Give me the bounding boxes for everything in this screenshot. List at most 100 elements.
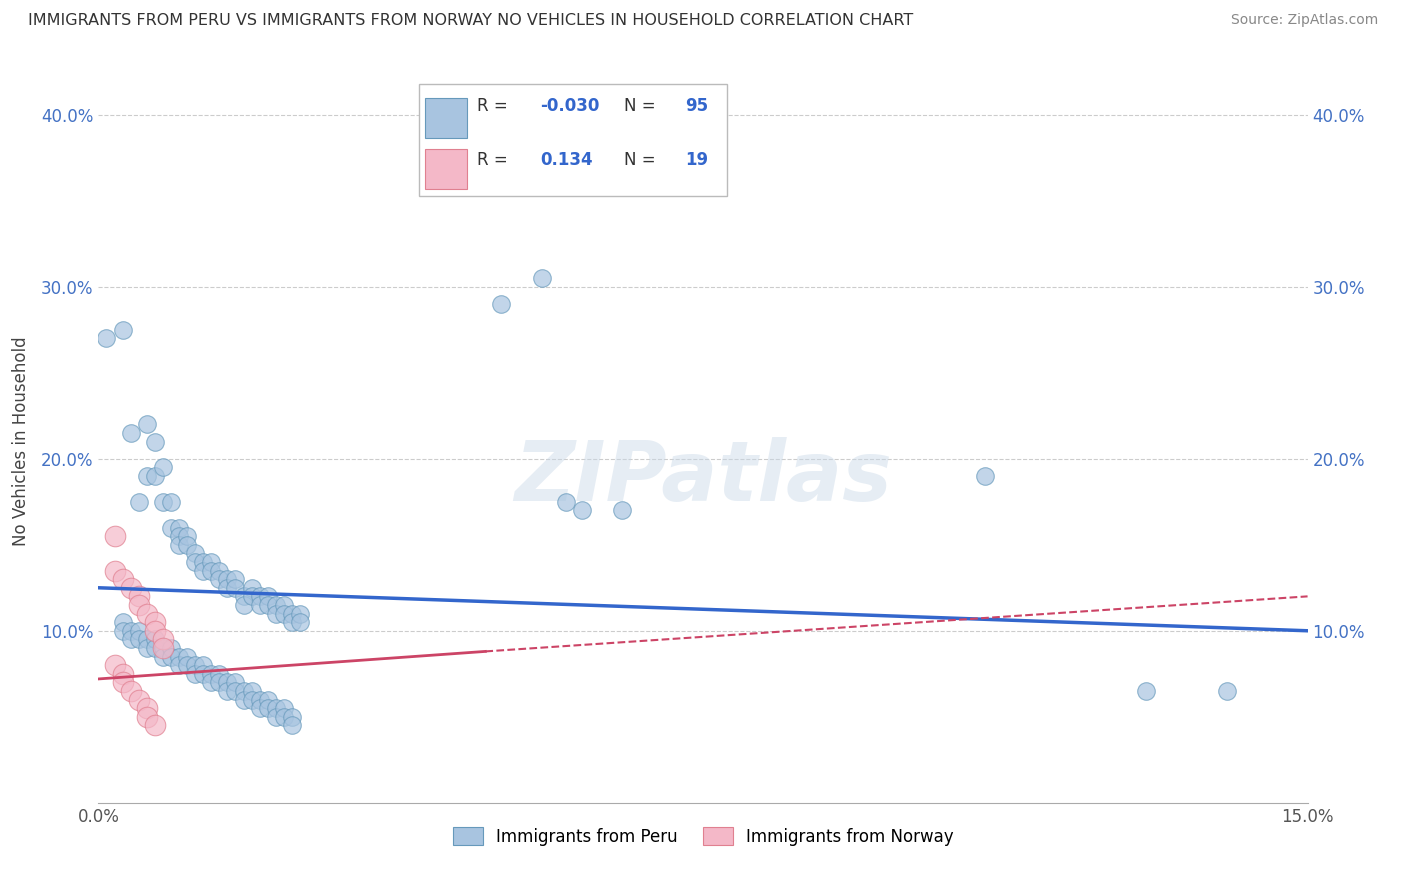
Point — [273, 598, 295, 612]
Point — [176, 649, 198, 664]
Point — [249, 701, 271, 715]
Bar — [425, 98, 467, 138]
Point — [288, 607, 311, 621]
Point — [167, 538, 190, 552]
Text: 0.134: 0.134 — [540, 151, 592, 169]
Point — [491, 297, 513, 311]
Point — [200, 666, 222, 681]
Point — [273, 710, 295, 724]
Point — [208, 572, 231, 586]
Point — [288, 615, 311, 630]
Point — [224, 581, 246, 595]
Point — [167, 658, 190, 673]
Point — [281, 710, 304, 724]
Point — [111, 675, 134, 690]
Point — [103, 564, 125, 578]
Point — [111, 615, 134, 630]
Point — [974, 469, 997, 483]
Point — [1135, 684, 1157, 698]
Point — [184, 546, 207, 560]
Point — [128, 692, 150, 706]
Legend: Immigrants from Peru, Immigrants from Norway: Immigrants from Peru, Immigrants from No… — [446, 821, 960, 852]
Point — [217, 675, 239, 690]
Bar — [419, 84, 727, 196]
Point — [135, 469, 157, 483]
Point — [152, 460, 174, 475]
Point — [232, 684, 254, 698]
Point — [152, 632, 174, 647]
Point — [176, 658, 198, 673]
Point — [264, 598, 287, 612]
Point — [167, 529, 190, 543]
Point — [281, 615, 304, 630]
Point — [555, 494, 578, 508]
Point — [193, 564, 215, 578]
Point — [217, 684, 239, 698]
Point — [120, 581, 142, 595]
Text: R =: R = — [477, 151, 513, 169]
Point — [224, 675, 246, 690]
Point — [152, 640, 174, 655]
Point — [103, 658, 125, 673]
Point — [184, 658, 207, 673]
Point — [217, 572, 239, 586]
Point — [143, 640, 166, 655]
Point — [111, 572, 134, 586]
Bar — [425, 149, 467, 189]
Point — [143, 632, 166, 647]
Point — [135, 710, 157, 724]
Point — [256, 701, 278, 715]
Point — [240, 684, 263, 698]
Text: -0.030: -0.030 — [540, 96, 599, 114]
Point — [240, 692, 263, 706]
Point — [256, 598, 278, 612]
Point — [152, 494, 174, 508]
Point — [273, 607, 295, 621]
Point — [128, 494, 150, 508]
Point — [264, 607, 287, 621]
Point — [167, 520, 190, 534]
Point — [103, 529, 125, 543]
Y-axis label: No Vehicles in Household: No Vehicles in Household — [11, 336, 30, 547]
Point — [111, 323, 134, 337]
Point — [152, 640, 174, 655]
Text: IMMIGRANTS FROM PERU VS IMMIGRANTS FROM NORWAY NO VEHICLES IN HOUSEHOLD CORRELAT: IMMIGRANTS FROM PERU VS IMMIGRANTS FROM … — [28, 13, 914, 29]
Point — [193, 658, 215, 673]
Point — [217, 581, 239, 595]
Point — [152, 649, 174, 664]
Point — [120, 684, 142, 698]
Point — [281, 718, 304, 732]
Point — [143, 615, 166, 630]
Point — [135, 417, 157, 432]
Point — [256, 692, 278, 706]
Text: R =: R = — [477, 96, 513, 114]
Point — [200, 564, 222, 578]
Point — [264, 710, 287, 724]
Point — [193, 666, 215, 681]
Point — [193, 555, 215, 569]
Point — [143, 434, 166, 449]
Point — [135, 632, 157, 647]
Point — [111, 666, 134, 681]
Text: Source: ZipAtlas.com: Source: ZipAtlas.com — [1230, 13, 1378, 28]
Point — [160, 649, 183, 664]
Point — [224, 572, 246, 586]
Point — [240, 581, 263, 595]
Point — [143, 624, 166, 638]
Point — [120, 632, 142, 647]
Point — [128, 598, 150, 612]
Point — [612, 503, 634, 517]
Point — [200, 675, 222, 690]
Point — [143, 469, 166, 483]
Point — [143, 718, 166, 732]
Point — [135, 701, 157, 715]
Point — [264, 701, 287, 715]
Point — [450, 133, 472, 147]
Text: 95: 95 — [685, 96, 709, 114]
Point — [176, 529, 198, 543]
Point — [120, 624, 142, 638]
Point — [120, 425, 142, 440]
Point — [128, 590, 150, 604]
Point — [224, 684, 246, 698]
Point — [256, 590, 278, 604]
